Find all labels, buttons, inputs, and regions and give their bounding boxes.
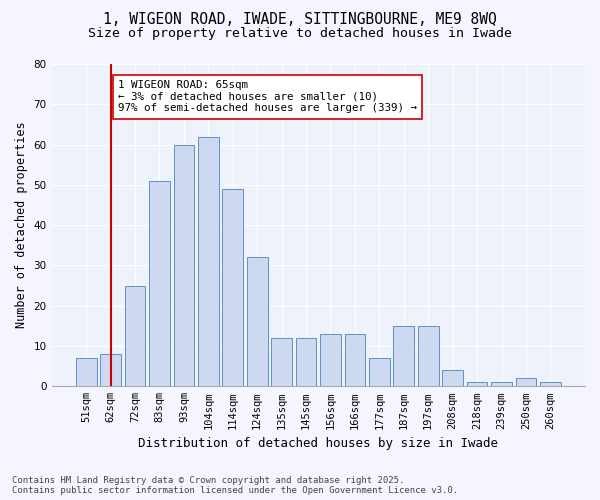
Text: Size of property relative to detached houses in Iwade: Size of property relative to detached ho… xyxy=(88,28,512,40)
Bar xyxy=(223,189,243,386)
Bar xyxy=(344,334,365,386)
Bar xyxy=(467,382,487,386)
X-axis label: Distribution of detached houses by size in Iwade: Distribution of detached houses by size … xyxy=(138,437,498,450)
Bar xyxy=(271,338,292,386)
Bar xyxy=(173,144,194,386)
Bar xyxy=(442,370,463,386)
Bar xyxy=(540,382,561,386)
Bar xyxy=(125,286,145,386)
Bar xyxy=(369,358,390,386)
Bar xyxy=(76,358,97,386)
Bar xyxy=(247,258,268,386)
Bar xyxy=(320,334,341,386)
Bar xyxy=(394,326,414,386)
Text: 1 WIGEON ROAD: 65sqm
← 3% of detached houses are smaller (10)
97% of semi-detach: 1 WIGEON ROAD: 65sqm ← 3% of detached ho… xyxy=(118,80,417,114)
Bar xyxy=(296,338,316,386)
Y-axis label: Number of detached properties: Number of detached properties xyxy=(15,122,28,328)
Bar xyxy=(418,326,439,386)
Bar xyxy=(198,136,219,386)
Bar xyxy=(491,382,512,386)
Bar xyxy=(515,378,536,386)
Bar xyxy=(149,181,170,386)
Text: 1, WIGEON ROAD, IWADE, SITTINGBOURNE, ME9 8WQ: 1, WIGEON ROAD, IWADE, SITTINGBOURNE, ME… xyxy=(103,12,497,28)
Text: Contains HM Land Registry data © Crown copyright and database right 2025.
Contai: Contains HM Land Registry data © Crown c… xyxy=(12,476,458,495)
Bar xyxy=(100,354,121,386)
